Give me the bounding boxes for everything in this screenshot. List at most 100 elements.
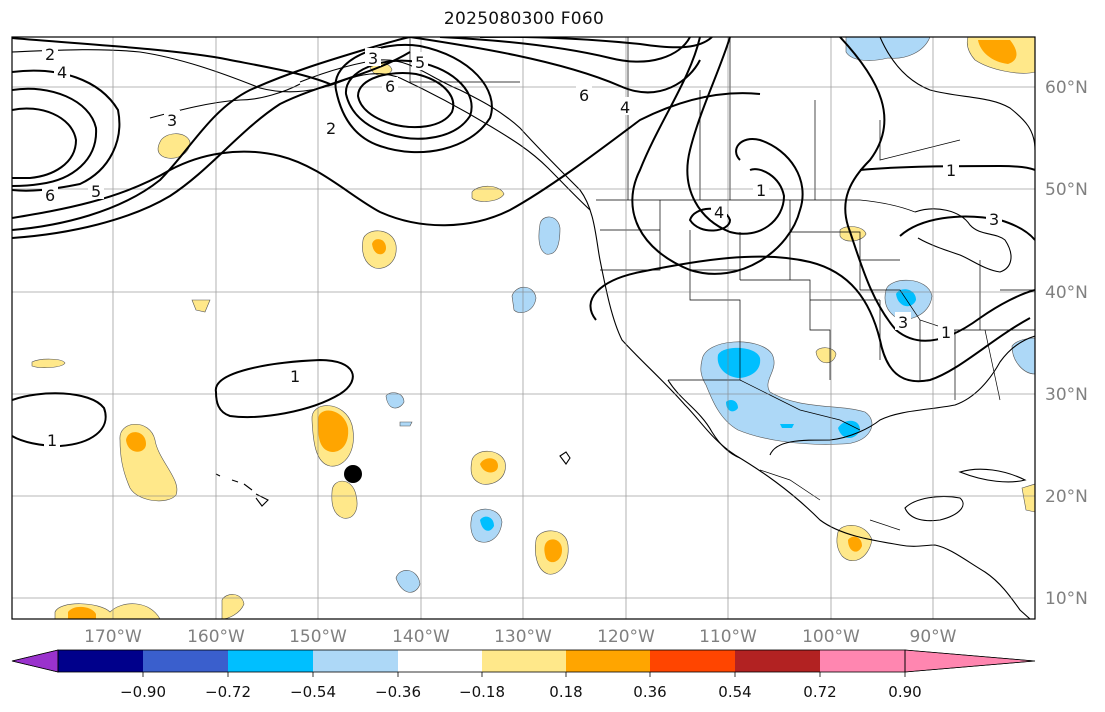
- cuba-coastline: [958, 468, 1027, 483]
- yucatan-coastline: [904, 495, 964, 522]
- map-title: 2025080300 F060: [443, 9, 605, 29]
- canada-provinces: [627, 37, 961, 200]
- colorbar-tick: −0.36: [375, 683, 421, 701]
- contour-1-mid: [589, 255, 1031, 383]
- contour-trough: [631, 37, 804, 275]
- positive-anomaly-core: [126, 432, 146, 452]
- lat-label: 30°N: [1045, 385, 1088, 405]
- contour-5-north: [439, 37, 691, 63]
- contour-label: 5: [91, 182, 101, 201]
- north-america-coastline: [299, 59, 1031, 619]
- negative-anomaly-core: [780, 424, 794, 428]
- great-lakes: [914, 208, 1012, 273]
- lat-label: 40°N: [1045, 283, 1088, 303]
- positive-anomaly-core: [480, 458, 498, 473]
- colorbar-segment: [313, 650, 398, 672]
- mexico-states: [759, 469, 901, 531]
- lon-label: 140°W: [392, 627, 450, 647]
- storm-marker: [344, 465, 362, 483]
- contour-label: 3: [989, 210, 999, 229]
- lon-label: 150°W: [289, 627, 347, 647]
- contour-4-small: [688, 207, 732, 232]
- colorbar-segment: [650, 650, 735, 672]
- contour-label: 1: [47, 431, 57, 450]
- negative-anomaly: [1011, 337, 1035, 375]
- contour-label: 2: [45, 45, 55, 64]
- positive-anomaly: [1021, 483, 1035, 513]
- contour-labels: 2 4 6 5 3 2 3 6 5 6 4 1 1 4 3 1 1 1 3: [42, 45, 1002, 450]
- lat-label: 50°N: [1045, 180, 1088, 200]
- positive-anomaly: [31, 358, 66, 368]
- colorbar-tick: 0.18: [549, 683, 582, 701]
- contour-label: 6: [385, 77, 395, 96]
- colorbar-segment: [228, 650, 313, 672]
- clipperton-island: [559, 451, 571, 465]
- hawaii-islands: [215, 473, 269, 507]
- positive-anomaly-core: [978, 40, 1017, 64]
- negative-anomaly-core: [726, 400, 738, 412]
- negative-anomaly-core: [480, 516, 494, 531]
- coastlines: [12, 37, 1035, 619]
- colorbar-segment: [143, 650, 228, 672]
- negative-anomaly: [395, 570, 421, 593]
- colorbar-tick: −0.18: [459, 683, 505, 701]
- lon-label: 170°W: [84, 627, 142, 647]
- lat-label: 20°N: [1045, 487, 1088, 507]
- positive-anomaly-core: [372, 239, 386, 255]
- contour-label: 6: [579, 86, 589, 105]
- negative-anomaly: [385, 392, 405, 409]
- low-center-ring-3: [356, 72, 455, 129]
- contour-label: 3: [368, 49, 378, 68]
- positive-anomaly: [191, 299, 211, 313]
- us-canada-border: [596, 199, 916, 213]
- colorbar-segment: [58, 650, 143, 672]
- negative-anomaly: [538, 216, 561, 255]
- negative-anomaly: [511, 286, 537, 313]
- graticule: [12, 37, 1035, 619]
- contour-label: 4: [714, 203, 724, 222]
- contour-3-west: [12, 37, 411, 231]
- latitude-labels: 60°N 50°N 40°N 30°N 20°N 10°N: [1045, 78, 1088, 609]
- contour-1-ellipse: [214, 358, 354, 419]
- colorbar-tick: 0.90: [888, 683, 921, 701]
- negative-anomaly: [399, 421, 413, 427]
- negative-anomaly-core: [896, 289, 916, 307]
- contour-label: 2: [326, 119, 336, 138]
- positive-anomaly: [331, 480, 358, 519]
- lon-label: 120°W: [597, 627, 655, 647]
- colorbar-tick: −0.90: [120, 683, 166, 701]
- colorbar-tick: 0.54: [718, 683, 751, 701]
- contour-label: 5: [415, 53, 425, 72]
- contour-label: 1: [290, 367, 300, 386]
- longitude-labels: 170°W 160°W 150°W 140°W 130°W 120°W 110°…: [84, 627, 957, 647]
- state-borders: [600, 200, 1035, 401]
- colorbar-segment: [566, 650, 650, 672]
- baja-coastline: [667, 379, 741, 459]
- contour-label: 1: [941, 323, 951, 342]
- lat-label: 60°N: [1045, 78, 1088, 98]
- colorbar-segment: [820, 650, 905, 672]
- contour-1-east: [839, 37, 1035, 342]
- lon-label: 130°W: [494, 627, 552, 647]
- colorbar-segment: [482, 650, 566, 672]
- hudson-bay: [879, 37, 1035, 151]
- contour-5-west: [12, 87, 98, 187]
- contour-4-arc: [12, 51, 411, 239]
- contour-label: 3: [167, 111, 177, 130]
- colorbar-extend-low: [11, 649, 59, 673]
- lon-label: 90°W: [910, 627, 957, 647]
- lon-label: 110°W: [699, 627, 757, 647]
- positive-anomaly: [471, 185, 505, 202]
- contour-1-southwest: [12, 392, 107, 448]
- positive-anomaly-core: [68, 606, 96, 619]
- colorbar-tick: 0.72: [803, 683, 836, 701]
- gulf-coastline: [769, 335, 1035, 456]
- colorbar-tick: 0.36: [633, 683, 666, 701]
- lat-label: 10°N: [1045, 589, 1088, 609]
- contour-label: 3: [898, 313, 908, 332]
- contour-1-north: [859, 164, 1035, 171]
- colorbar: −0.90 −0.72 −0.54 −0.36 −0.18 0.18 0.36 …: [11, 649, 1036, 701]
- colorbar-tick: −0.72: [205, 683, 251, 701]
- contour-label: 1: [756, 181, 766, 200]
